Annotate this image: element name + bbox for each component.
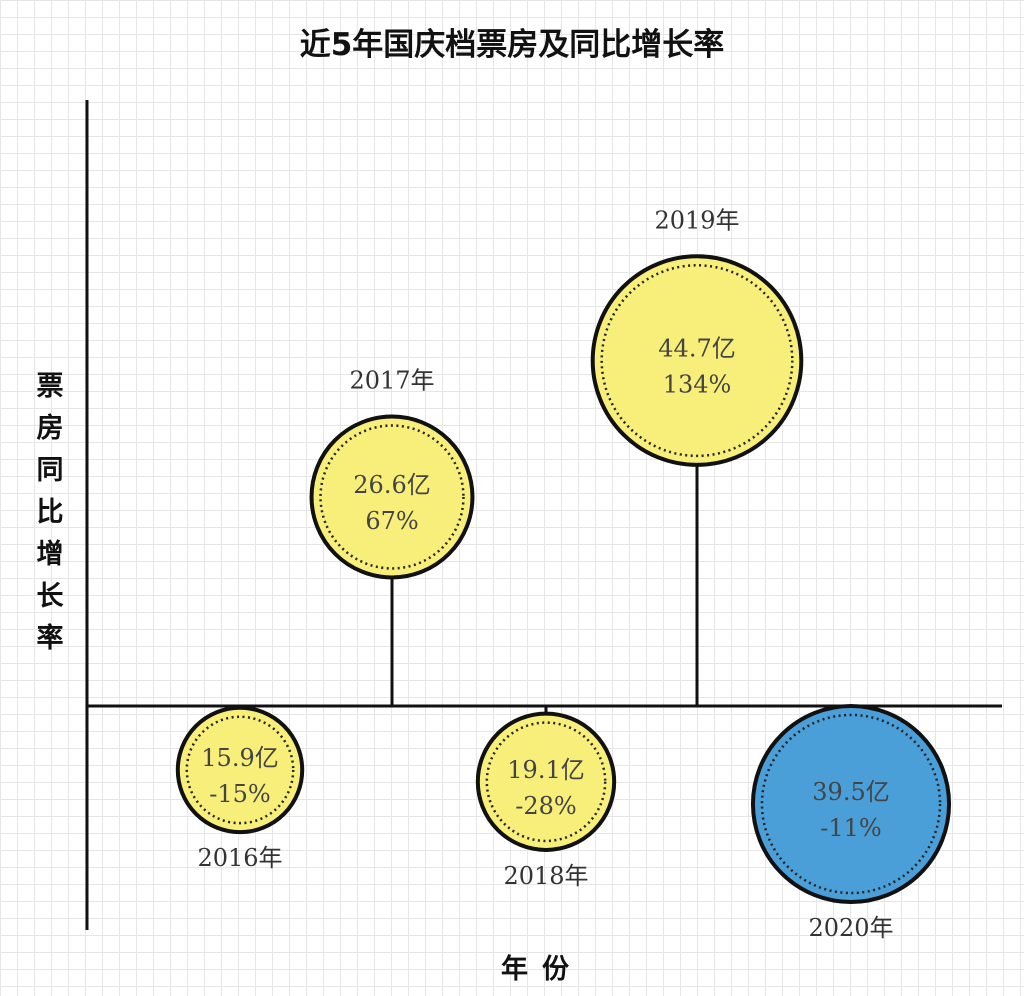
bubble-group: 15.9亿 -15% 2016年 26.6亿 67% 2017年 19.1亿 -28% 2018… bbox=[175, 206, 952, 942]
y-axis-label-char: 增 bbox=[37, 538, 64, 570]
bubble-3: 19.1亿 -28% 2018年 bbox=[475, 706, 617, 890]
year-label: 2020年 bbox=[808, 914, 893, 942]
bubble-dotted-ring bbox=[185, 715, 295, 825]
growth-label: 67% bbox=[365, 507, 418, 535]
bubble-1: 15.9亿 -15% 2016年 bbox=[175, 705, 305, 872]
year-label: 2016年 bbox=[197, 844, 282, 872]
growth-label: -11% bbox=[820, 814, 881, 842]
bubble-dotted-ring bbox=[485, 721, 607, 843]
bubble-circle bbox=[175, 705, 305, 835]
y-axis-label-char: 房 bbox=[37, 413, 64, 444]
box-office-label: 19.1亿 bbox=[507, 756, 584, 784]
growth-label: -28% bbox=[515, 792, 576, 820]
x-axis-label: 年份 bbox=[501, 953, 583, 985]
box-office-label: 39.5亿 bbox=[812, 778, 889, 806]
y-axis-label-char: 票 bbox=[37, 371, 64, 402]
growth-label: -15% bbox=[209, 780, 270, 808]
y-axis-label-char: 比 bbox=[37, 497, 64, 528]
chart-title: 近5年国庆档票房及同比增长率 bbox=[300, 27, 725, 63]
box-office-label: 15.9亿 bbox=[201, 744, 278, 772]
y-axis-label-char: 长 bbox=[37, 581, 65, 612]
y-axis-label-char: 率 bbox=[37, 622, 64, 654]
box-office-label: 44.7亿 bbox=[658, 335, 735, 363]
bubble-circle bbox=[750, 703, 952, 905]
bubble-dotted-ring bbox=[600, 264, 794, 458]
bubble-circle bbox=[590, 254, 804, 467]
bubble-dotted-ring bbox=[319, 424, 465, 570]
bubble-circle bbox=[309, 414, 475, 580]
bubble-2: 26.6亿 67% 2017年 bbox=[309, 367, 475, 706]
year-label: 2017年 bbox=[349, 367, 434, 395]
bubble-4: 44.7亿 134% 2019年 bbox=[590, 206, 804, 706]
growth-label: 134% bbox=[663, 371, 732, 399]
year-label: 2019年 bbox=[654, 206, 739, 234]
bubble-dotted-ring bbox=[760, 713, 942, 895]
year-label: 2018年 bbox=[503, 862, 588, 890]
bubble-circle bbox=[475, 711, 617, 852]
bubble-5: 39.5亿 -11% 2020年 bbox=[750, 703, 952, 942]
y-axis-label-char: 同 bbox=[37, 455, 64, 486]
box-office-label: 26.6亿 bbox=[353, 471, 430, 499]
